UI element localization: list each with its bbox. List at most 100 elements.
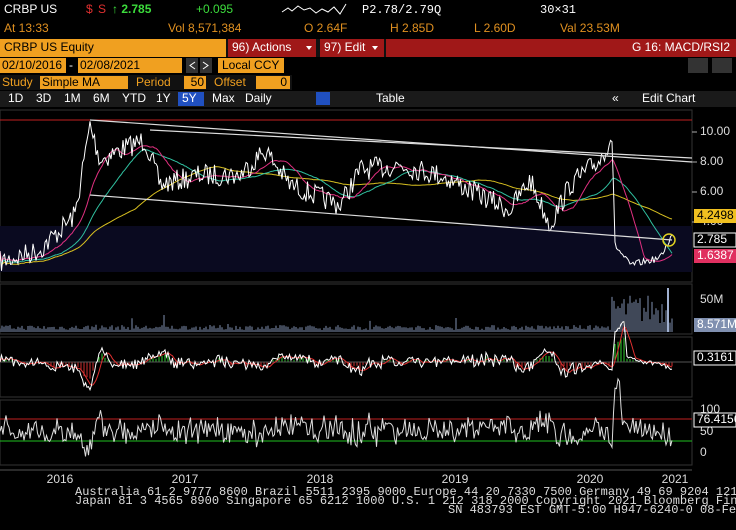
ma-long — [0, 166, 673, 266]
tabs-bg — [0, 91, 736, 107]
next-icon — [202, 61, 209, 70]
range-tab[interactable]: 1D — [8, 91, 24, 105]
range-tab[interactable]: 1Y — [156, 91, 171, 105]
study-label: Study — [2, 75, 33, 89]
price-axis-label: 10.00 — [700, 124, 730, 138]
period-input[interactable] — [184, 76, 206, 89]
date-separator: - — [69, 58, 73, 72]
rsi-line — [0, 377, 673, 457]
price-axis-label: 6.00 — [700, 184, 724, 198]
x-axis-label: 2021 — [662, 472, 689, 486]
trend-line — [89, 119, 693, 163]
macd-box-border — [693, 350, 736, 366]
start-date-input[interactable] — [0, 58, 66, 73]
x-axis-label: 2019 — [442, 472, 469, 486]
time: At 13:33 — [4, 21, 49, 35]
range-tab[interactable]: 1M — [64, 91, 81, 105]
panel — [0, 109, 693, 283]
volume: Vol 8,571,384 — [168, 21, 242, 35]
table-tab[interactable]: Table — [376, 91, 405, 105]
actions-label: 96) Actions — [232, 40, 291, 54]
footer-line: SN 483793 EST GMT-5:00 H947-6240-0 08-Fe… — [448, 503, 736, 517]
period-value: 50 — [191, 75, 205, 89]
highlight-circle — [662, 233, 676, 247]
panel — [0, 283, 693, 335]
range-tab[interactable]: 5Y — [182, 91, 197, 105]
dropdown-icon — [372, 46, 378, 50]
dropdown-icon — [306, 46, 312, 50]
range-tab[interactable]: YTD — [122, 91, 146, 105]
last-box-border — [693, 232, 736, 248]
trend-line — [149, 129, 693, 159]
security-box[interactable] — [0, 39, 226, 57]
undo-button[interactable] — [688, 58, 708, 73]
range-tab[interactable]: Max — [212, 91, 235, 105]
high: H 2.85D — [390, 21, 434, 35]
price-axis-label: 8.00 — [700, 154, 724, 168]
currency-select[interactable] — [218, 58, 284, 73]
study-value: Simple MA — [42, 75, 100, 89]
edit-chart[interactable]: Edit Chart — [642, 91, 696, 105]
next-button[interactable] — [200, 58, 212, 73]
security: CRBP US Equity — [4, 40, 94, 54]
offset-value: 0 — [280, 75, 287, 89]
panel — [0, 336, 693, 398]
rsi-axis-label: 0 — [700, 445, 707, 459]
x-axis-label: 2017 — [172, 472, 199, 486]
sparkline — [281, 3, 347, 15]
collapse-icon[interactable]: « — [612, 91, 619, 105]
function-name: G 16: MACD/RSI2 — [632, 40, 730, 54]
period-label: Period — [136, 75, 171, 89]
open: O 2.64F — [304, 21, 347, 35]
ma-long-label-box — [694, 209, 736, 223]
prev-button[interactable] — [186, 58, 198, 73]
last-price-label-box — [694, 233, 736, 247]
change: +0.095 — [196, 2, 233, 16]
bid-ask-size: 30×31 — [540, 3, 576, 17]
study-select[interactable] — [40, 76, 128, 89]
currency-mode: Local CCY — [222, 58, 279, 72]
rsi-axis-label: 50 — [700, 424, 714, 438]
volume-axis-label: 50M — [700, 292, 723, 306]
range-tab[interactable]: 3D — [36, 91, 52, 105]
last-price: ↑ 2.785 — [112, 2, 152, 16]
macd-line — [0, 320, 673, 392]
edit-label: 97) Edit — [324, 40, 366, 54]
active-tab — [178, 92, 204, 106]
value-traded: Val 23.53M — [560, 21, 620, 35]
offset-input[interactable] — [256, 76, 290, 89]
bid-ask: P2.78/2.79Q — [362, 3, 441, 17]
panel — [0, 399, 693, 466]
volume-last-label: 8.571M — [697, 317, 736, 331]
start-date: 02/10/2016 — [2, 58, 62, 72]
low: L 2.60D — [474, 21, 516, 35]
ticker: CRBP US — [4, 2, 57, 16]
footer-line: Australia 61 2 9777 8600 Brazil 5511 239… — [75, 485, 736, 499]
redo-button[interactable] — [712, 58, 732, 73]
status: S — [98, 2, 106, 16]
volume-last-label-box — [694, 318, 736, 332]
x-axis-label: 2020 — [577, 472, 604, 486]
chart-tool[interactable] — [316, 92, 330, 105]
prev-icon — [189, 61, 196, 70]
footer-line: Japan 81 3 4565 8900 Singapore 65 6212 1… — [75, 494, 736, 508]
edit-button[interactable] — [320, 39, 384, 57]
function-bar — [386, 39, 736, 57]
rsi-box — [693, 412, 736, 428]
range-tab[interactable]: Daily — [245, 91, 272, 105]
actions-button[interactable] — [228, 39, 316, 57]
x-axis-label: 2018 — [307, 472, 334, 486]
rsi-last-label: 76.4156 — [697, 412, 736, 426]
offset-label: Offset — [214, 75, 246, 89]
ma-short-label: 1.6387 — [697, 248, 734, 262]
end-date-input[interactable] — [78, 58, 182, 73]
range-tab[interactable]: 6M — [93, 91, 110, 105]
ma-mid — [0, 149, 673, 264]
macd-last-label: 0.3161 — [697, 350, 734, 364]
ma-short-label-box — [694, 249, 736, 263]
ma-long-label: 4.2498 — [697, 208, 734, 222]
highlight-band — [0, 226, 692, 272]
currency: $ — [86, 2, 93, 16]
last-price-label: 2.785 — [697, 232, 727, 246]
